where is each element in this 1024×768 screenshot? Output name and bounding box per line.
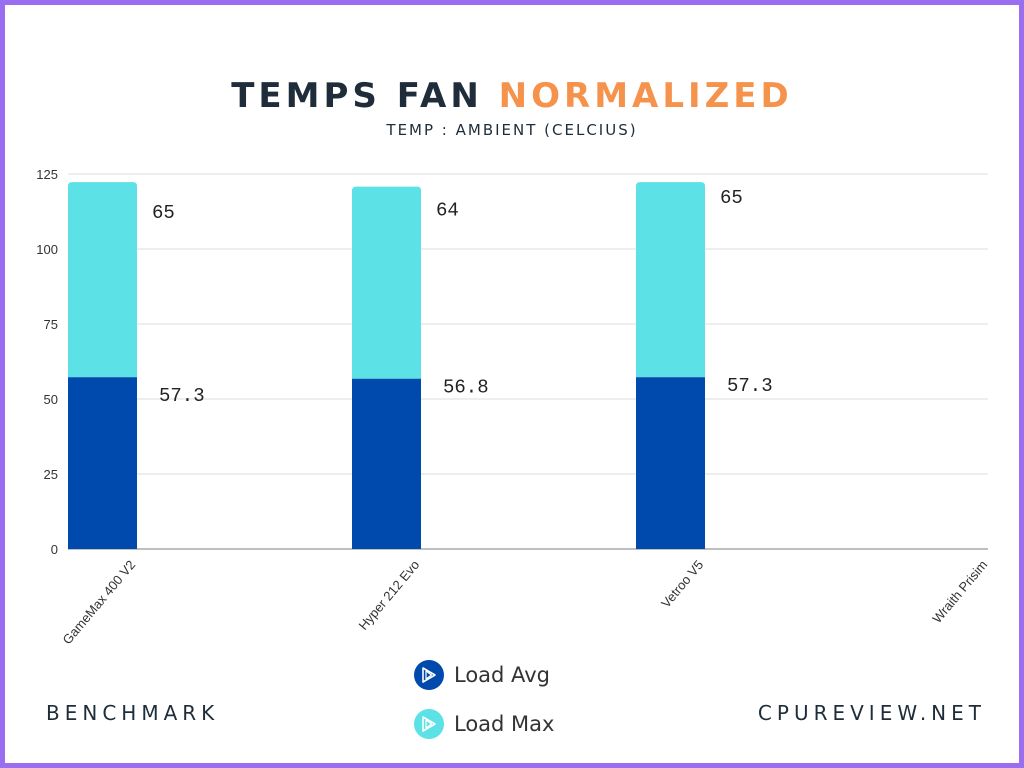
x-tick-label: Wraith Prisim <box>929 557 990 626</box>
legend-item-load-max: Load Max <box>414 709 554 739</box>
data-label: 65 <box>720 187 743 209</box>
legend-label-load-avg: Load Avg <box>454 663 550 687</box>
data-label: 56.8 <box>443 377 489 399</box>
data-label: 57.3 <box>159 385 205 407</box>
bar-load-max <box>352 186 421 379</box>
data-label: 65 <box>152 202 175 224</box>
y-tick-label: 125 <box>36 167 58 182</box>
bar-load-max <box>68 182 137 378</box>
bar-load-avg <box>352 378 421 549</box>
title-main: TEMPS FAN <box>231 76 483 116</box>
data-label: 57.3 <box>727 375 773 397</box>
y-tick-label: 25 <box>44 467 58 482</box>
legend-label-load-max: Load Max <box>454 712 555 736</box>
title-accent: NORMALIZED <box>498 76 793 116</box>
y-tick-label: 50 <box>44 392 58 407</box>
legend-swatch-load-avg <box>414 660 444 690</box>
x-tick-label: Hyper 212 Evo <box>356 557 423 633</box>
bar-load-avg <box>636 377 705 549</box>
y-tick-label: 75 <box>44 317 58 332</box>
chart-title: TEMPS FAN NORMALIZED <box>0 76 1024 116</box>
legend-swatch-load-max <box>414 709 444 739</box>
x-tick-label: Vetroo V5 <box>658 557 706 610</box>
data-label: 64 <box>436 200 459 222</box>
chart-subtitle: TEMP : AMBIENT (CELCIUS) <box>386 121 638 139</box>
bar-load-max <box>636 182 705 378</box>
footer-left: BENCHMARK <box>46 701 220 725</box>
y-tick-label: 100 <box>36 242 58 257</box>
play-arrow-icon <box>422 667 436 683</box>
legend-item-load-avg: Load Avg <box>414 660 550 690</box>
bar-load-avg <box>68 377 137 549</box>
play-arrow-icon <box>422 716 436 732</box>
x-tick-label: GameMax 400 V2 <box>59 557 138 647</box>
y-tick-label: 0 <box>51 542 58 557</box>
footer-right: CPUREVIEW.NET <box>757 701 986 725</box>
